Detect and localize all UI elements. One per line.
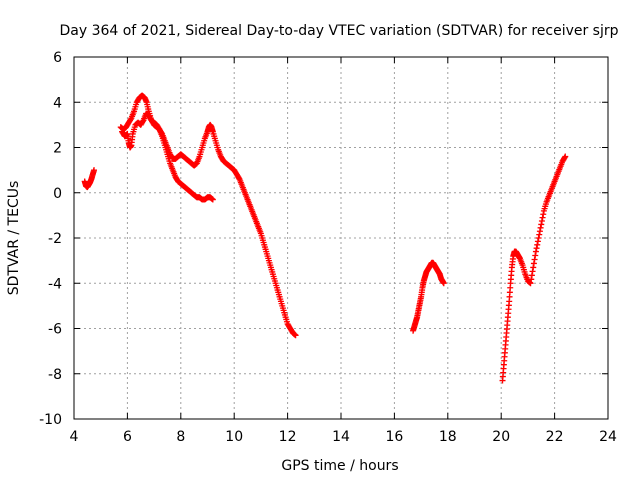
data-point	[139, 118, 146, 125]
data-point	[530, 260, 537, 267]
x-axis-label: GPS time / hours	[281, 458, 398, 474]
data-point	[532, 252, 539, 259]
chart-title: Day 364 of 2021, Sidereal Day-to-day VTE…	[59, 23, 618, 39]
data-point	[531, 256, 538, 263]
y-axis-label: SDTVAR / TECUs	[6, 181, 22, 296]
data-point	[527, 280, 534, 287]
y-tick-label: -10	[39, 412, 62, 428]
data-point	[530, 264, 537, 271]
data-point	[533, 245, 540, 252]
y-tick-label: 6	[53, 50, 62, 66]
data-point	[528, 276, 535, 283]
data-point	[540, 211, 547, 218]
x-tick-label: 20	[492, 429, 510, 445]
data-point	[537, 224, 544, 231]
y-tick-label: 4	[53, 95, 62, 111]
y-tick-label: 0	[53, 186, 62, 202]
y-tick-label: -2	[48, 231, 62, 247]
data-point	[532, 248, 539, 255]
data-point	[155, 125, 162, 132]
x-tick-label: 14	[332, 429, 350, 445]
y-tick-label: -6	[48, 322, 62, 338]
x-tick-label: 8	[176, 429, 185, 445]
data-points	[81, 92, 569, 384]
y-tick-label: 2	[53, 141, 62, 157]
x-tick-label: 6	[123, 429, 132, 445]
data-point	[440, 280, 447, 287]
x-tick-label: 10	[225, 429, 243, 445]
data-point	[536, 231, 543, 238]
data-point	[528, 272, 535, 279]
data-point	[235, 175, 242, 182]
data-point	[562, 153, 569, 160]
data-point	[91, 167, 98, 174]
data-point	[539, 214, 546, 221]
data-point	[209, 196, 216, 203]
data-point	[561, 154, 568, 161]
data-point	[538, 218, 545, 225]
data-point	[534, 241, 541, 248]
data-point	[535, 235, 542, 241]
data-point	[534, 238, 541, 245]
x-tick-label: 18	[439, 429, 457, 445]
data-point	[529, 268, 536, 275]
data-point	[127, 116, 134, 123]
data-point	[538, 221, 545, 228]
x-tick-label: 4	[70, 429, 79, 445]
y-tick-label: -8	[48, 367, 62, 383]
data-point	[292, 332, 299, 339]
grid	[74, 57, 608, 419]
data-point	[536, 228, 543, 235]
y-tick-label: -4	[48, 276, 62, 292]
x-tick-label: 24	[599, 429, 617, 445]
x-tick-label: 16	[385, 429, 403, 445]
x-tick-label: 22	[546, 429, 564, 445]
x-tick-label: 12	[279, 429, 297, 445]
